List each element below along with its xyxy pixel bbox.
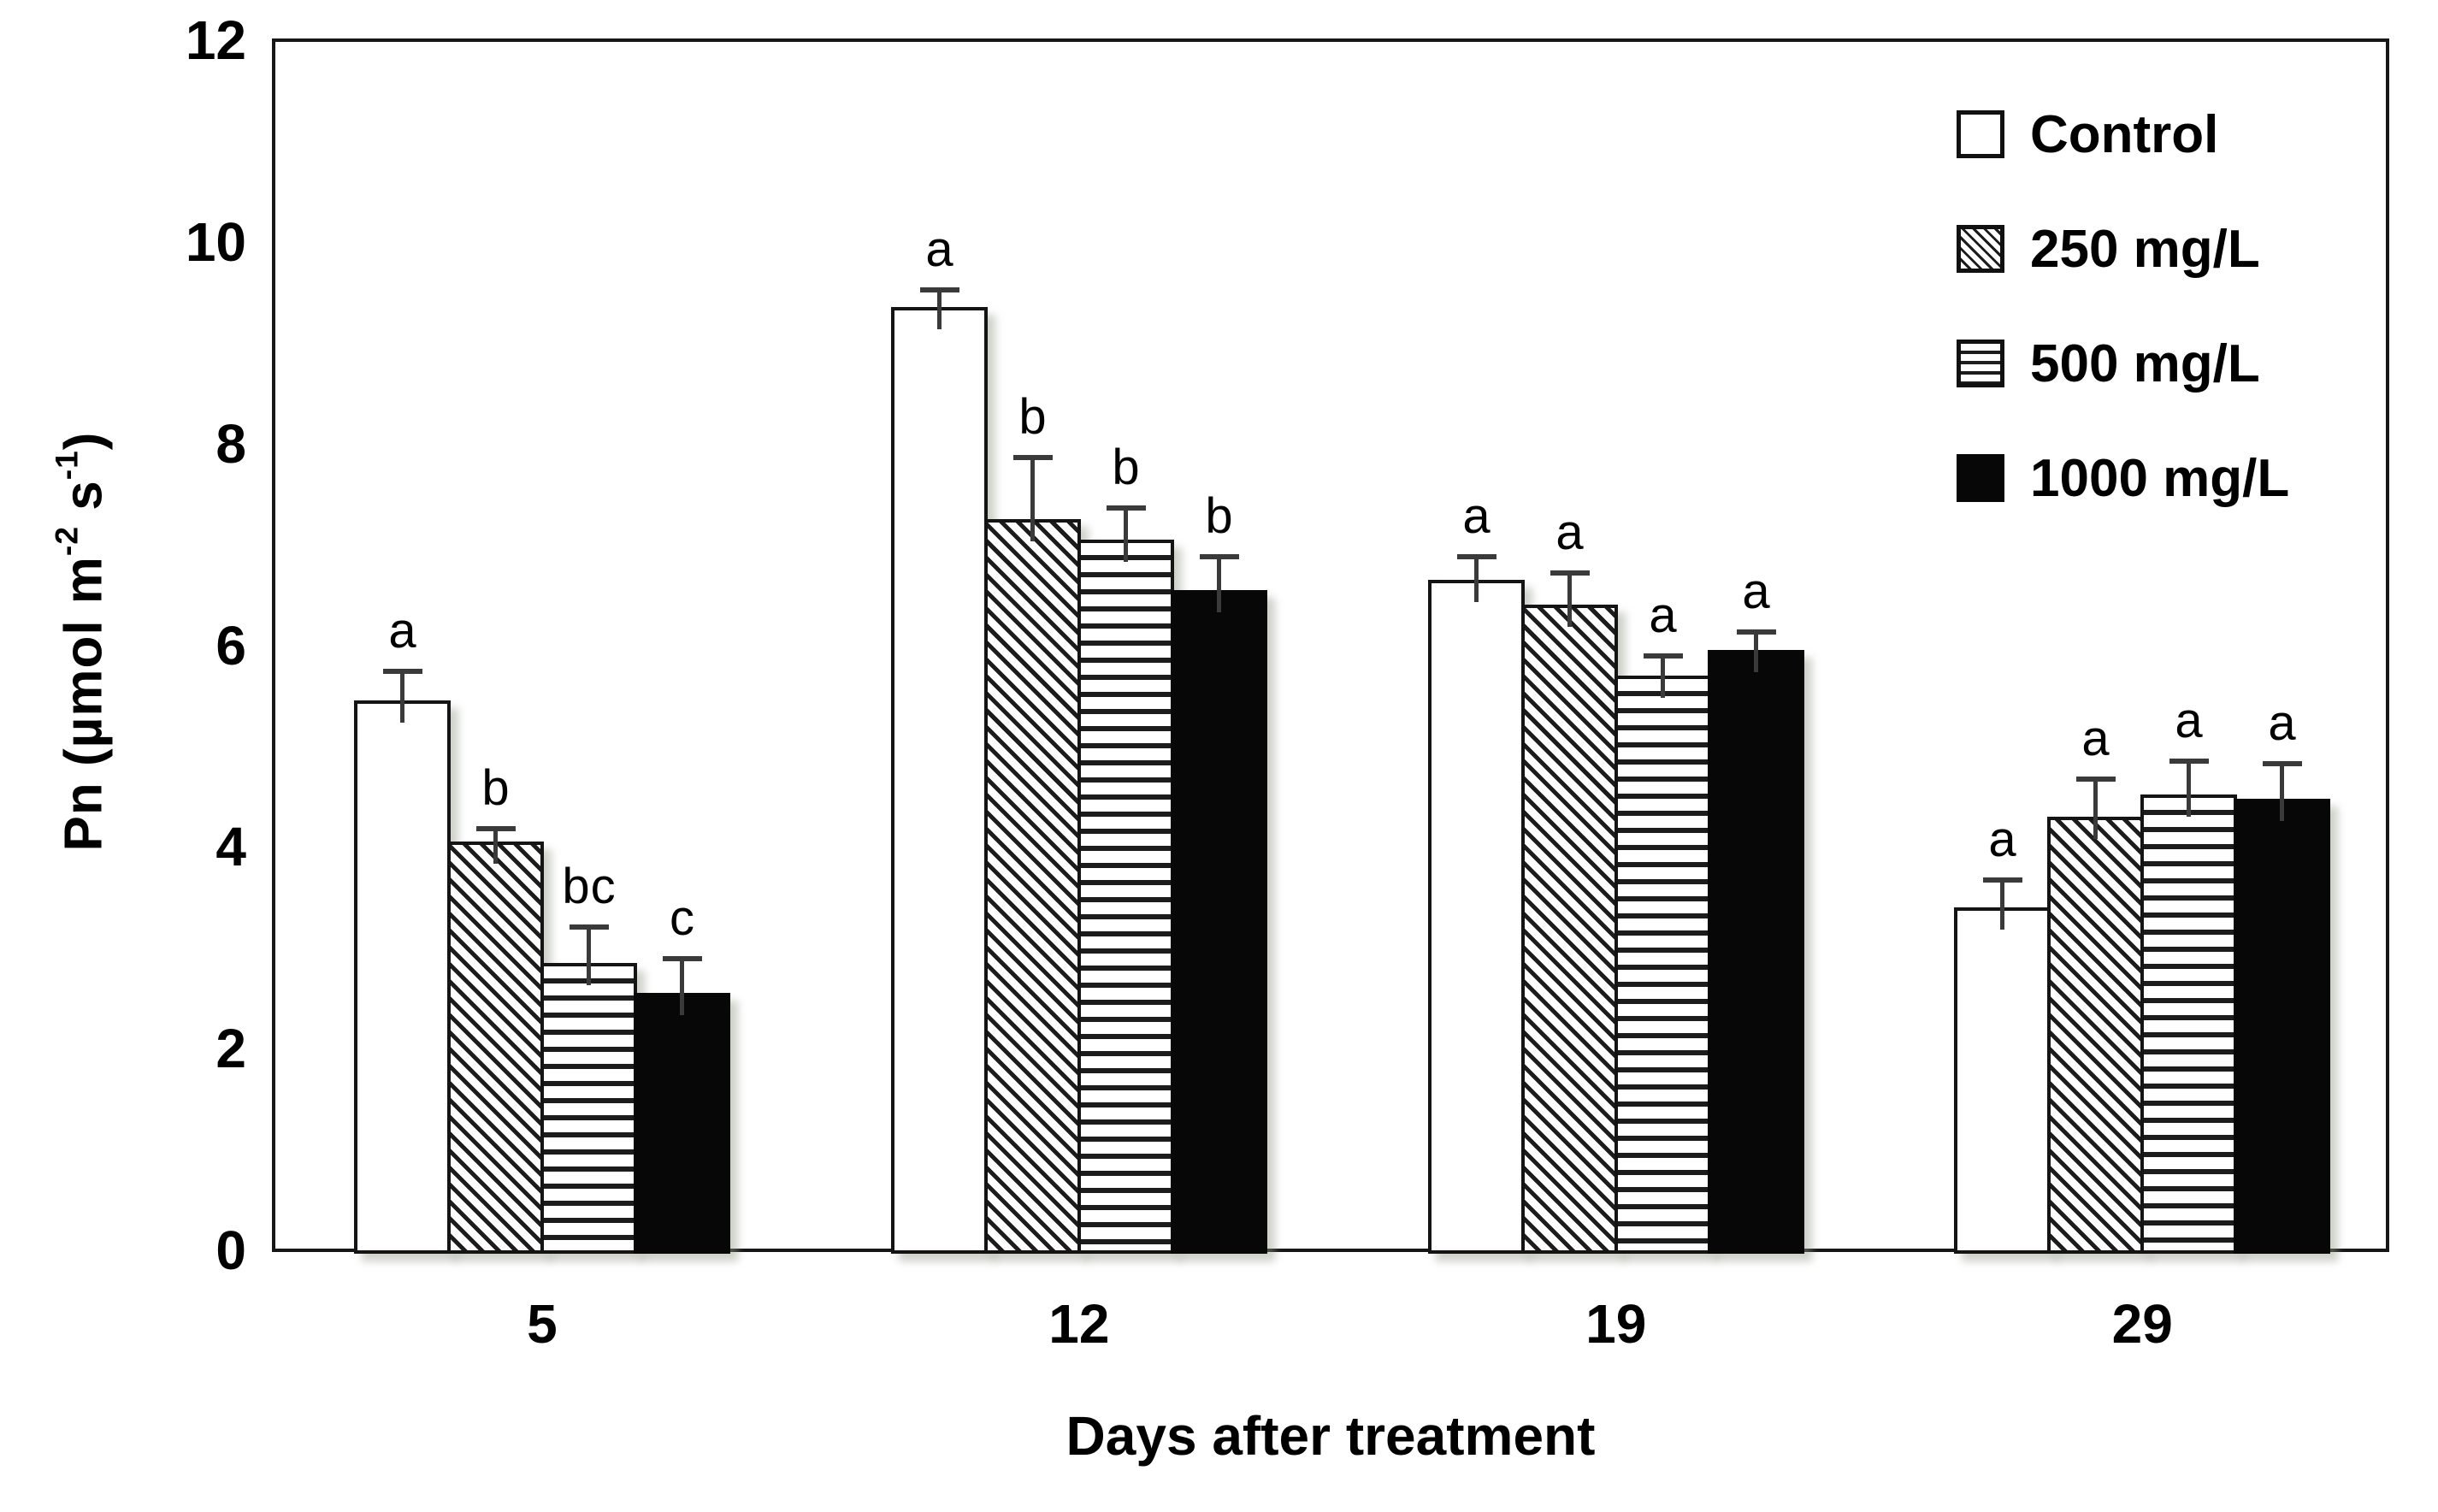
y-tick-label-2: 2: [215, 1018, 246, 1080]
error-bar-stem: [493, 826, 498, 864]
significance-letter: a: [2081, 711, 2110, 766]
legend-label: 1000 mg/L: [2030, 448, 2290, 508]
bar-1000-mg-l-day29: [2234, 799, 2330, 1254]
error-bar-cap: [1550, 570, 1590, 576]
significance-letter: a: [388, 603, 417, 659]
x-axis-title: Days after treatment: [1066, 1405, 1596, 1467]
error-bar-cap: [920, 287, 959, 292]
error-bar-stem: [1754, 629, 1758, 672]
legend-label: 250 mg/L: [2030, 219, 2260, 279]
error-bar-cap: [2076, 777, 2116, 782]
error-bar-stem: [587, 924, 591, 985]
y-axis-title-text: Pn (µmol m: [54, 556, 114, 852]
x-tick-label-5: 5: [527, 1293, 558, 1355]
legend-label: Control: [2030, 104, 2219, 164]
significance-letter: b: [1205, 488, 1234, 544]
y-tick-label-0: 0: [215, 1220, 246, 1281]
bar-500-mg-l-day19: [1615, 676, 1711, 1254]
error-bar-cap: [663, 956, 702, 961]
error-bar-stem: [400, 669, 404, 723]
significance-letter: a: [1462, 488, 1491, 544]
error-bar-cap: [2169, 759, 2209, 764]
significance-letter: a: [1649, 588, 1678, 643]
legend-swatch-hatch-icon: [1957, 225, 2004, 273]
error-bar-stem: [1030, 455, 1035, 541]
error-bar-cap: [570, 924, 609, 930]
y-tick-label-6: 6: [215, 614, 246, 676]
significance-letter: a: [2175, 693, 2204, 748]
error-bar-stem: [680, 956, 684, 1015]
significance-letter: b: [481, 760, 511, 816]
bar-control-day19: [1428, 580, 1525, 1254]
y-tick-label-10: 10: [185, 210, 246, 273]
error-bar-stem: [2280, 761, 2284, 821]
error-bar-stem: [937, 287, 942, 329]
significance-letter: bc: [562, 859, 617, 914]
error-bar-stem: [1474, 554, 1479, 602]
significance-letter: a: [1742, 564, 1771, 619]
legend-swatch-hstripe-icon: [1957, 340, 2004, 387]
bar-1000-mg-l-day5: [634, 993, 730, 1254]
y-axis-title-text-end: ): [54, 431, 114, 451]
significance-letter: a: [1988, 812, 2017, 867]
legend-label: 500 mg/L: [2030, 334, 2260, 393]
error-bar-stem: [2187, 759, 2191, 817]
legend-swatch-plain-icon: [1957, 110, 2004, 158]
legend-swatch-solid-icon: [1957, 454, 2004, 502]
error-bar-stem: [2093, 777, 2098, 839]
error-bar-cap: [476, 826, 516, 831]
y-axis-title-sup-exponent: -2: [48, 525, 85, 557]
error-bar-cap: [1644, 653, 1683, 659]
y-axis-title-text-mid: s: [54, 480, 114, 526]
x-tick-label-12: 12: [1048, 1293, 1110, 1355]
significance-letter: b: [1018, 389, 1048, 445]
error-bar-stem: [1217, 554, 1221, 612]
error-bar-cap: [1737, 629, 1776, 635]
bar-500-mg-l-day29: [2140, 794, 2237, 1254]
error-bar-stem: [1124, 505, 1128, 562]
y-axis-title: Pn (µmol m-2 s-1): [49, 432, 115, 852]
bar-control-day5: [354, 700, 451, 1254]
significance-letter: a: [2268, 695, 2297, 751]
x-tick-label-29: 29: [2111, 1293, 2173, 1355]
legend: Control 250 mg/L 500 mg/L 1000 mg/L: [1957, 105, 2289, 568]
error-bar-cap: [1983, 877, 2022, 883]
significance-letter: a: [1555, 505, 1585, 560]
x-tick-label-19: 19: [1585, 1293, 1647, 1355]
error-bar-cap: [1200, 554, 1239, 559]
bar-1000-mg-l-day19: [1708, 650, 1804, 1254]
significance-letter: a: [925, 221, 954, 277]
error-bar-cap: [2263, 761, 2302, 766]
error-bar-stem: [1567, 570, 1572, 627]
bar-control-day29: [1954, 907, 2051, 1254]
bar-250-mg-l-day19: [1521, 605, 1618, 1254]
legend-item-250-mg-l: 250 mg/L: [1957, 220, 2289, 279]
significance-letter: b: [1112, 440, 1141, 495]
y-tick-label-12: 12: [185, 9, 246, 71]
y-tick-label-8: 8: [215, 412, 246, 475]
bar-250-mg-l-day12: [984, 519, 1081, 1254]
legend-item-control: Control: [1957, 105, 2289, 164]
bar-control-day12: [891, 307, 988, 1254]
bar-500-mg-l-day5: [540, 963, 637, 1254]
error-bar-cap: [1013, 455, 1053, 460]
bar-500-mg-l-day12: [1077, 540, 1174, 1254]
error-bar-stem: [1661, 653, 1665, 698]
error-bar-cap: [383, 669, 422, 674]
significance-letter: c: [670, 890, 695, 946]
legend-item-1000-mg-l: 1000 mg/L: [1957, 449, 2289, 508]
y-axis-title-sup-exponent-2: -1: [48, 450, 85, 481]
legend-item-500-mg-l: 500 mg/L: [1957, 334, 2289, 393]
error-bar-stem: [2000, 877, 2004, 930]
bar-250-mg-l-day29: [2047, 817, 2144, 1254]
y-tick-label-4: 4: [215, 816, 246, 878]
error-bar-cap: [1107, 505, 1146, 511]
bar-250-mg-l-day5: [447, 842, 544, 1254]
error-bar-cap: [1457, 554, 1496, 559]
bar-1000-mg-l-day12: [1171, 590, 1267, 1254]
